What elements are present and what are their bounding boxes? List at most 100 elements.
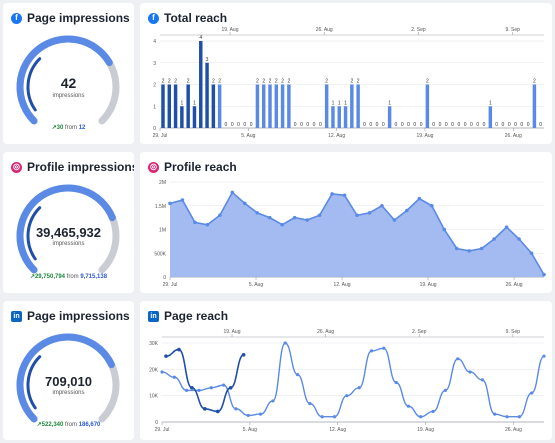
- data-point: [295, 373, 300, 377]
- bar-label: 2: [256, 79, 259, 85]
- gauge-fill: [16, 333, 115, 423]
- navigator-tick-label: 9. Sep: [505, 27, 520, 33]
- bar-label: 2: [262, 79, 265, 85]
- gauge: [16, 35, 120, 125]
- y-tick-label: 2: [153, 83, 156, 89]
- data-point: [456, 357, 460, 361]
- data-point: [193, 220, 197, 225]
- data-point: [330, 192, 334, 196]
- data-point: [308, 401, 312, 406]
- y-tick-label: 1: [153, 104, 156, 110]
- profile-reach-card: ◎ Profile reach 0 500K 1M 1.5M 2M 29. Jul 5. Au…: [140, 152, 552, 293]
- bar-label: 0: [420, 122, 423, 128]
- gauge: [16, 184, 120, 274]
- data-point: [271, 399, 275, 403]
- data-point: [530, 391, 534, 395]
- data-point: [160, 370, 164, 374]
- data-point: [317, 213, 322, 218]
- data-point: [492, 237, 496, 241]
- y-tick-label: 0: [153, 126, 156, 132]
- data-point: [406, 404, 411, 408]
- bar-label: 0: [539, 122, 542, 128]
- bar-label: 0: [495, 122, 498, 128]
- data-point: [355, 213, 359, 218]
- card-title: ◎ Profile impressions: [11, 160, 134, 174]
- data-point: [367, 211, 372, 215]
- bar: [350, 84, 354, 128]
- y-tick-label: 1M: [159, 228, 166, 234]
- data-point: [517, 237, 521, 241]
- page-reach-chart: 0 10K 20K 30K 29. Jul 5. Aug 12. Aug 19. Aug 26.…: [149, 329, 546, 433]
- data-point: [369, 349, 374, 353]
- x-tick-label: 12. Aug: [329, 427, 346, 433]
- x-tick-label: 26. Aug: [506, 282, 523, 288]
- navigator-tick-label: 26. Aug: [317, 329, 334, 335]
- bar-label: 2: [187, 79, 190, 85]
- bar-label: 2: [350, 79, 353, 85]
- data-point: [357, 386, 361, 390]
- y-tick-label: 0: [155, 420, 158, 426]
- data-point: [443, 388, 448, 392]
- data-point: [267, 215, 272, 220]
- data-point: [392, 218, 397, 222]
- bar-label: 0: [306, 122, 309, 128]
- bar: [255, 84, 260, 128]
- data-point: [480, 378, 484, 382]
- facebook-icon: f: [148, 12, 159, 24]
- bar: [280, 84, 285, 128]
- bar: [274, 84, 279, 128]
- bar-label: 2: [533, 79, 536, 85]
- bar-label: 1: [180, 100, 183, 106]
- bar: [167, 84, 172, 128]
- bar-label: 0: [407, 122, 410, 128]
- data-point: [280, 222, 284, 227]
- instagram-icon: ◎: [148, 161, 159, 173]
- kpi-comparison: ↗522,340 from 186,670: [36, 422, 101, 428]
- bar-label: 0: [483, 122, 486, 128]
- bar-label: 0: [376, 122, 379, 128]
- bar-label: 1: [489, 100, 492, 106]
- x-tick-label: 19. Aug: [420, 282, 437, 288]
- gauge-inner-arc: [26, 206, 42, 261]
- data-point: [431, 409, 435, 414]
- kpi-unit: impressions: [52, 93, 85, 99]
- data-point: [345, 394, 349, 398]
- linkedin-icon: in: [148, 310, 159, 322]
- bar-label: 4: [199, 35, 202, 41]
- y-tick-label: 10K: [149, 394, 159, 400]
- bar-label: 0: [225, 122, 228, 128]
- y-tick-label: 2M: [159, 180, 166, 186]
- data-point: [342, 193, 347, 198]
- bar: [337, 106, 341, 128]
- data-point: [504, 225, 509, 229]
- bar-label: 0: [464, 122, 467, 128]
- chart-title: in Page reach: [148, 309, 228, 323]
- bar-label: 1: [338, 100, 341, 106]
- data-point: [380, 203, 384, 208]
- bar: [287, 84, 291, 128]
- bar: [488, 106, 493, 128]
- data-point: [468, 370, 472, 374]
- bar: [343, 106, 348, 128]
- x-tick-label: 19. Aug: [416, 133, 433, 139]
- data-point: [467, 249, 472, 253]
- kpi-value: 709,010: [45, 374, 92, 389]
- data-point: [332, 415, 337, 419]
- bar-label: 0: [445, 122, 448, 128]
- bar-label: 2: [212, 79, 215, 85]
- gauge-inner-arc: [26, 355, 42, 410]
- data-point: [255, 211, 260, 215]
- data-point: [479, 246, 484, 251]
- bar-label: 2: [275, 79, 278, 85]
- bar-label: 0: [294, 122, 297, 128]
- bar-label: 1: [388, 100, 391, 106]
- trend-up-icon: ↗: [51, 125, 57, 131]
- data-point: [164, 354, 168, 358]
- bar-label: 0: [319, 122, 322, 128]
- navigator-tick-label: 19. Aug: [222, 27, 239, 33]
- x-tick-label: 5. Aug: [241, 133, 255, 139]
- bar-label: 0: [413, 122, 416, 128]
- data-point: [320, 415, 324, 419]
- gauge: [16, 333, 120, 423]
- linkedin-icon: in: [11, 310, 22, 322]
